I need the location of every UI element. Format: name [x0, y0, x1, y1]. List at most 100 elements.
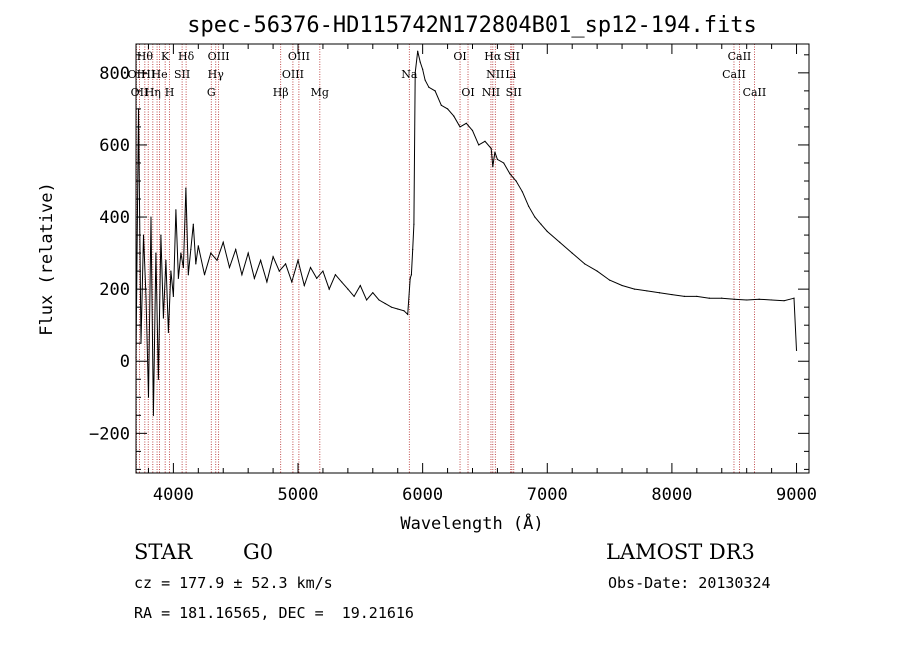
data-point-33 [247, 252, 249, 254]
data-point-70 [434, 90, 436, 92]
data-point-10 [160, 234, 162, 236]
data-point-109 [783, 300, 785, 302]
data-point-66 [419, 61, 421, 63]
data-point-5 [147, 396, 150, 398]
data-point-98 [646, 290, 648, 292]
marker-label-1-5: OIII [282, 68, 304, 81]
data-point-102 [696, 295, 698, 297]
data-point-89 [540, 223, 542, 225]
observation-date: Obs-Date: 20130324 [608, 574, 771, 592]
marker-label-1-0: OII [128, 68, 146, 81]
data-point-7 [152, 414, 155, 416]
x-tick-label-7000: 7000 [527, 485, 568, 505]
marker-label-2-5: Mg [311, 86, 329, 99]
data-point-59 [407, 313, 409, 315]
marker-label-2-6: OI [461, 86, 474, 99]
data-point-110 [793, 297, 795, 299]
marker-label-0-6: Hα [484, 50, 502, 63]
data-point-104 [721, 297, 723, 299]
data-point-93 [584, 263, 586, 265]
x-tick-label-8000: 8000 [651, 485, 692, 505]
data-point-61 [410, 274, 413, 276]
data-point-37 [272, 256, 274, 258]
data-point-22 [190, 248, 192, 251]
data-point-47 [334, 274, 337, 276]
marker-label-2-4: Hβ [273, 86, 289, 99]
marker-label-0-7: SII [504, 50, 520, 63]
marker-label-1-8: Li [505, 68, 516, 81]
data-point-42 [303, 284, 305, 287]
data-point-69 [428, 86, 430, 88]
data-point-80 [492, 165, 494, 168]
data-point-36 [266, 281, 268, 283]
data-point-25 [197, 245, 199, 247]
chart-title: spec-56376-HD115742N172804B01_sp12-194.f… [187, 13, 757, 38]
data-point-26 [203, 274, 206, 276]
marker-label-2-3: G [207, 86, 216, 99]
y-axis-label: Flux (relative) [37, 182, 57, 336]
data-point-11 [162, 317, 165, 319]
y-tick-label-400: 400 [99, 208, 130, 228]
data-point-9 [157, 378, 160, 380]
marker-label-0-2: Hδ [178, 50, 195, 63]
data-point-92 [571, 252, 573, 254]
marker-label-2-8: SII [506, 86, 522, 99]
data-point-49 [347, 288, 349, 290]
data-point-97 [633, 288, 636, 290]
series-layer [135, 50, 798, 416]
data-point-82 [496, 158, 499, 160]
data-point-63 [413, 223, 415, 225]
data-point-76 [471, 129, 474, 132]
data-point-91 [559, 241, 561, 243]
data-point-74 [459, 126, 461, 128]
y-tick-label-200: 200 [99, 280, 130, 300]
data-point-4 [145, 295, 147, 297]
data-point-6 [150, 216, 152, 218]
data-point-73 [453, 115, 455, 117]
data-point-79 [490, 147, 492, 150]
data-point-31 [235, 248, 237, 251]
data-point-85 [515, 180, 517, 182]
coordinates: RA = 181.16565, DEC = 19.21616 [134, 604, 414, 622]
data-point-15 [172, 295, 174, 297]
y-tick-label--200: −200 [89, 424, 130, 444]
x-axis-label: Wavelength (Å) [400, 512, 543, 534]
marker-label-0-0: Hθ [137, 50, 154, 63]
marker-label-1-9: CaII [722, 68, 746, 81]
data-point-57 [397, 308, 399, 310]
data-point-108 [771, 299, 773, 301]
series-line-flux [135, 51, 797, 416]
data-point-90 [546, 230, 548, 233]
data-point-95 [608, 279, 611, 281]
data-point-30 [228, 266, 231, 269]
data-point-103 [708, 297, 710, 299]
data-point-12 [165, 259, 167, 261]
data-point-18 [180, 252, 182, 254]
spectrum-chart: spec-56376-HD115742N172804B01_sp12-194.f… [37, 13, 817, 534]
marker-label-0-3: OIII [208, 50, 230, 63]
data-point-3 [142, 234, 145, 236]
marker-label-2-0: OII [131, 86, 149, 99]
data-point-8 [155, 252, 157, 254]
data-point-43 [309, 266, 312, 269]
y-tick-label-600: 600 [99, 136, 130, 156]
data-point-40 [291, 281, 293, 283]
x-tick-label-4000: 4000 [153, 485, 194, 505]
data-point-100 [671, 293, 673, 296]
data-point-67 [422, 68, 424, 70]
marker-label-0-5: OI [453, 50, 466, 63]
data-point-14 [170, 270, 172, 272]
data-point-58 [403, 310, 405, 312]
data-point-51 [359, 284, 361, 287]
data-point-84 [509, 173, 511, 175]
data-point-56 [390, 306, 393, 308]
data-point-45 [322, 270, 324, 272]
data-point-101 [683, 295, 685, 297]
y-tick-label-0: 0 [120, 352, 130, 372]
data-point-54 [378, 299, 380, 301]
marker-label-1-1: HI [141, 68, 155, 81]
data-point-20 [185, 187, 187, 189]
spectral-subclass: G0 [243, 540, 274, 564]
data-point-77 [478, 144, 480, 146]
